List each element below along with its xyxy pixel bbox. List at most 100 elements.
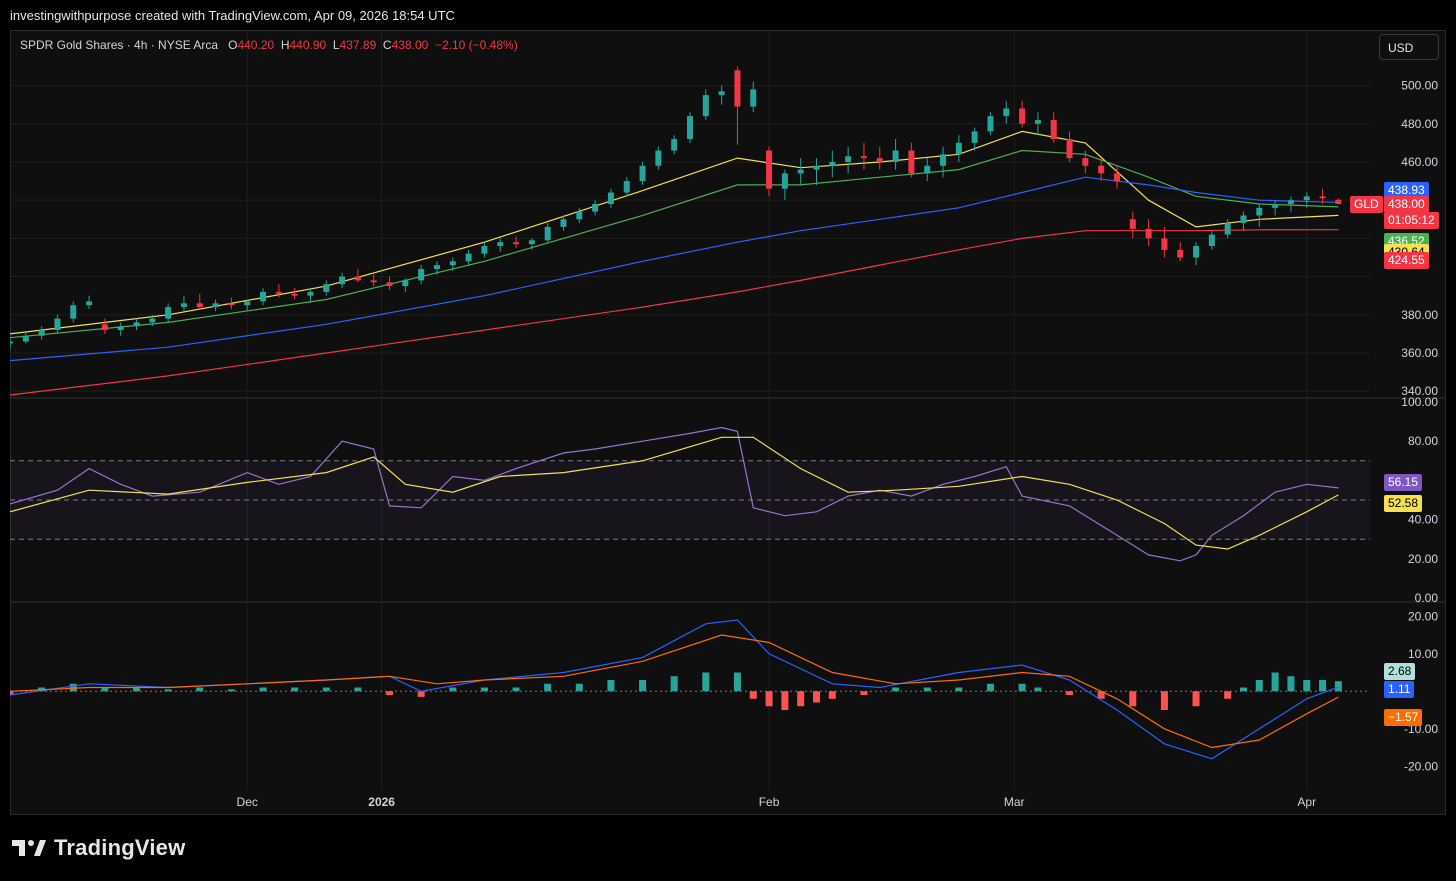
macd-histogram-bar [639,680,647,692]
candle-body [1335,199,1342,204]
candle-body [1145,228,1152,239]
macd-histogram-bar [765,691,773,707]
rsi-line [10,426,1339,562]
candle-body [22,335,29,342]
candle-body [1224,223,1231,235]
candle-body [1177,249,1184,258]
macd-histogram-bar [10,691,14,695]
macd-tick-label: -20.00 [1404,759,1438,773]
moving-average-line [10,149,1339,339]
macd-histogram-bar [354,687,362,692]
low-label: L [332,38,340,52]
currency-button[interactable]: USD [1379,34,1439,60]
close-label: C [382,38,392,52]
macd-histogram-bar [813,691,821,703]
candle-body [766,150,773,189]
candle-body [1098,165,1105,174]
candle-body [781,173,788,189]
axis-value-tag: 1.11 [1384,681,1415,699]
symbol-legend[interactable]: SPDR Gold Shares · 4h · NYSE Arca O440.2… [20,38,518,52]
candle-body [291,293,298,296]
macd-histogram-bar [986,683,994,692]
candle-body [528,240,535,245]
rsi-tick-label: 0.00 [1415,591,1439,605]
moving-average-line [10,176,1339,362]
macd-histogram-bar [449,687,457,692]
macd-histogram-bar [291,687,299,692]
candle-body [117,326,124,331]
candle-body [180,303,187,308]
candle-body [940,154,947,166]
candle-body [165,307,172,319]
macd-histogram-bar [1018,683,1026,692]
macd-histogram-bar [1034,687,1042,692]
candle-body [860,156,867,159]
candle-body [1129,219,1136,229]
candle-body [845,156,852,162]
candle-body [671,139,678,151]
macd-histogram-bar [164,689,172,692]
macd-histogram-bar [1066,691,1074,695]
macd-histogram-bar [1192,691,1200,707]
candle-body [1161,238,1168,250]
macd-histogram-bar [480,687,488,692]
candle-body [623,181,630,193]
candle-body [607,192,614,204]
macd-histogram-bar [749,691,757,699]
candle-body [829,161,836,166]
candle-body [149,318,156,323]
candle-body [513,242,520,245]
macd-histogram-bar [69,683,77,692]
candle-body [497,242,504,247]
high-value: 440.90 [289,38,327,52]
macd-histogram-bar [512,687,520,692]
moving-average-line [10,229,1339,396]
axis-value-tag: −1.57 [1384,709,1423,727]
footer [0,815,1456,881]
x-tick-label: Apr [1297,795,1316,809]
axes: Dec 2026 Feb Mar Apr 340.00 360.00 380.00 480.00… [237,79,1439,809]
rsi-line [10,436,1339,550]
candle-body [212,303,219,308]
macd-histogram-bar [892,687,900,692]
candle-body [70,305,77,319]
candle-body [228,303,235,306]
macd-histogram-bar [1239,687,1247,692]
candle-body [133,322,140,327]
change-value: −2.10 (−0.48%) [434,38,518,52]
rsi-tick-label: 100.00 [1401,395,1438,409]
candle-body [402,280,409,287]
candle-body [418,268,425,281]
price-pane [10,66,1342,396]
axis-value-tag: 52.58 [1384,494,1423,512]
price-tick-label: 480.00 [1401,117,1438,131]
macd-histogram-bar [670,676,678,692]
macd-histogram-bar [702,672,710,692]
macd-histogram-bar [828,691,836,699]
symbol-badge[interactable]: GLD [1350,195,1383,213]
candle-body [370,280,377,283]
candle-body [1034,119,1041,124]
chart-svg[interactable]: Dec 2026 Feb Mar Apr 340.00 360.00 380.00 480.00… [10,30,1446,815]
attribution-text: investingwithpurpose created with Tradin… [10,8,455,23]
price-tick-label: 340.00 [1401,384,1438,398]
candle-body [1193,246,1200,258]
macd-histogram-bar [1129,691,1137,707]
macd-histogram-bar [797,691,805,707]
macd-histogram-bar [417,691,425,697]
candle-body [544,226,551,241]
macd-histogram-bar [133,687,141,692]
x-tick-label: Mar [1004,795,1025,809]
candle-body [576,211,583,220]
candle-body [449,261,456,266]
candle-body [750,89,757,107]
candle-body [813,165,820,170]
macd-histogram-bar [1255,680,1263,692]
macd-histogram-bar [386,691,394,695]
high-label: H [280,38,290,52]
candle-body [386,282,393,287]
close-value: 438.00 [391,38,429,52]
candle-body [1113,173,1120,182]
candle-body [702,95,709,117]
tradingview-logo[interactable]: TradingView [12,835,185,861]
